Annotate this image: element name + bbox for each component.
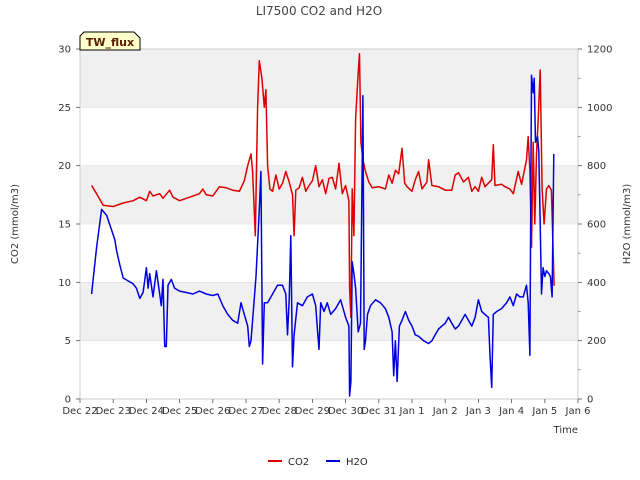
y-left-tick-label: 0 xyxy=(65,395,71,406)
y-right-tick-label: 1200 xyxy=(587,45,612,56)
y-right-tick-label: 0 xyxy=(587,395,593,406)
x-tick-label: Jan 3 xyxy=(465,406,491,417)
grid-band xyxy=(80,224,578,283)
x-tick-label: Jan 5 xyxy=(531,406,557,417)
series-layer xyxy=(90,52,555,397)
y-left-tick-label: 5 xyxy=(65,336,71,347)
grid-band xyxy=(80,107,578,166)
x-tick-label: Dec 24 xyxy=(129,406,164,417)
chart-title: LI7500 CO2 and H2O xyxy=(256,4,382,18)
y-left-axis-title: CO2 (mmol/m3) xyxy=(10,184,21,264)
y-left-tick-label: 30 xyxy=(58,45,71,56)
grid-band xyxy=(80,340,578,399)
x-axis-title: Time xyxy=(553,425,578,436)
background-bands xyxy=(80,49,578,399)
y-right-tick-label: 400 xyxy=(587,278,606,289)
y-left-tick-label: 25 xyxy=(58,103,71,114)
x-tick-label: Jan 4 xyxy=(498,406,524,417)
y-left-tick-label: 20 xyxy=(58,161,71,172)
x-tick-label: Dec 29 xyxy=(295,406,330,417)
x-tick-label: Dec 28 xyxy=(262,406,297,417)
y-left-tick-label: 10 xyxy=(58,278,71,289)
y-axis-right: 0 200 400 600 800 1000 1200 xyxy=(578,45,612,406)
grid-band xyxy=(80,49,578,108)
y-right-tick-label: 1000 xyxy=(587,103,612,114)
y-right-tick-label: 800 xyxy=(587,161,606,172)
y-right-tick-label: 600 xyxy=(587,220,606,231)
legend-label-co2: CO2 xyxy=(288,457,309,468)
y-right-tick-label: 200 xyxy=(587,336,606,347)
x-tick-label: Dec 31 xyxy=(361,406,396,417)
dataset-badge: TW_flux xyxy=(79,31,141,51)
x-tick-label: Dec 25 xyxy=(162,406,197,417)
x-tick-label: Jan 2 xyxy=(432,406,458,417)
legend-label-h2o: H2O xyxy=(346,457,368,468)
dataset-badge-label: TW_flux xyxy=(86,36,134,49)
grid-band xyxy=(80,282,578,341)
x-tick-label: Dec 22 xyxy=(62,406,97,417)
y-right-axis-title: H2O (mmol/m3) xyxy=(622,184,633,265)
x-tick-label: Dec 23 xyxy=(96,406,131,417)
x-tick-label: Dec 26 xyxy=(195,406,230,417)
x-tick-label: Dec 27 xyxy=(228,406,263,417)
x-tick-label: Jan 6 xyxy=(565,406,591,417)
y-left-tick-label: 15 xyxy=(58,220,71,231)
legend: CO2 H2O xyxy=(268,457,368,468)
x-tick-label: Dec 30 xyxy=(328,406,363,417)
x-tick-label: Jan 1 xyxy=(399,406,425,417)
y-axis-left: 0 5 10 15 20 25 30 xyxy=(58,45,80,406)
series-line-h2o xyxy=(90,74,555,397)
